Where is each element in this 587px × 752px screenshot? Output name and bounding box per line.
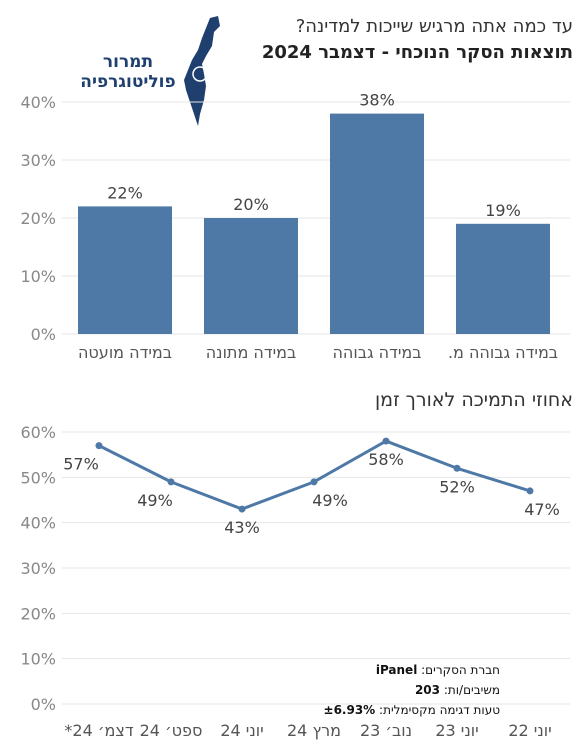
- line-data-label: 49%: [312, 491, 348, 510]
- line-y-tick-label: 40%: [20, 514, 56, 533]
- bar-category-label: במידה גבוהה: [332, 343, 421, 362]
- bar-1: [456, 223, 550, 334]
- bar-4: [78, 206, 172, 334]
- line-data-label: 57%: [63, 455, 99, 474]
- line-point-4: [310, 478, 318, 486]
- line-chart-title: אחוזי התמיכה לאורך זמן: [374, 389, 573, 411]
- bar-data-label: 38%: [359, 91, 395, 110]
- bar-category-label: במידה מתונה: [206, 343, 297, 362]
- line-y-tick-label: 0%: [31, 695, 56, 714]
- line-point-3: [382, 437, 390, 445]
- line-x-tick-label: נוב׳ 23: [360, 721, 412, 740]
- logo-line-2: פוליטוגרפיה: [80, 72, 176, 92]
- source-info: חברת הסקרים: iPanel משיבים/ות: 203 טעות …: [323, 660, 500, 720]
- line-y-tick-label: 30%: [20, 559, 56, 578]
- logo-line-1: תמרור: [102, 52, 154, 72]
- bar-y-tick-label: 40%: [20, 93, 56, 112]
- line-point-6: [167, 478, 175, 486]
- survey-subtitle: תוצאות הסקר הנוכחי - דצמבר 2024: [261, 42, 573, 63]
- bar-2: [330, 113, 424, 334]
- logo-text: תמרור פוליטוגרפיה: [80, 52, 176, 92]
- line-point-1: [526, 487, 534, 495]
- line-x-tick-label: ספט׳ 24: [140, 721, 203, 740]
- line-data-label: 52%: [439, 477, 475, 496]
- line-data-label: 49%: [137, 491, 173, 510]
- line-y-tick-label: 50%: [20, 468, 56, 487]
- bar-y-tick-label: 0%: [31, 325, 56, 344]
- line-point-2: [453, 464, 461, 472]
- line-point-7: [95, 442, 103, 450]
- line-data-label: 47%: [524, 500, 560, 519]
- bar-y-tick-label: 20%: [20, 209, 56, 228]
- line-data-label: 43%: [224, 518, 260, 537]
- line-y-tick-label: 10%: [20, 650, 56, 669]
- bar-category-label: במידה מועטה: [78, 343, 172, 362]
- crossroads-icon: [192, 66, 208, 82]
- line-data-label: 58%: [368, 450, 404, 469]
- bar-y-tick-label: 30%: [20, 151, 56, 170]
- line-y-tick-label: 60%: [20, 423, 56, 442]
- israel-map-icon: [184, 16, 220, 126]
- bar-y-tick-label: 10%: [20, 267, 56, 286]
- source-company: חברת הסקרים: iPanel: [375, 663, 500, 677]
- bar-category-label: במידה גבוהה מ.: [448, 343, 558, 362]
- line-x-tick-label: דצמ׳ 24*: [64, 721, 133, 740]
- line-y-tick-label: 20%: [20, 604, 56, 623]
- bar-data-label: 19%: [485, 201, 521, 220]
- line-x-tick-label: יוני 22: [508, 721, 551, 740]
- source-respondents: משיבים/ות: 203: [414, 683, 500, 697]
- israel-map-logo: [184, 16, 220, 126]
- bar-chart: 40% 30% 20% 10% 0% 19% במידה גבוהה מ. 38% במידה …: [20, 91, 570, 362]
- source-error: טעות דגימה מקסימלית: ±6.93%: [323, 703, 500, 717]
- line-x-tick-label: יוני 23: [435, 721, 478, 740]
- bar-data-label: 22%: [107, 183, 143, 202]
- survey-question: עד כמה אתה מרגיש שייכות למדינה?: [295, 16, 573, 37]
- bar-data-label: 20%: [233, 195, 269, 214]
- line-x-tick-label: יוני 24: [220, 721, 263, 740]
- bar-3: [204, 218, 298, 334]
- line-point-5: [238, 505, 246, 513]
- line-x-tick-label: מרץ 24: [287, 721, 341, 740]
